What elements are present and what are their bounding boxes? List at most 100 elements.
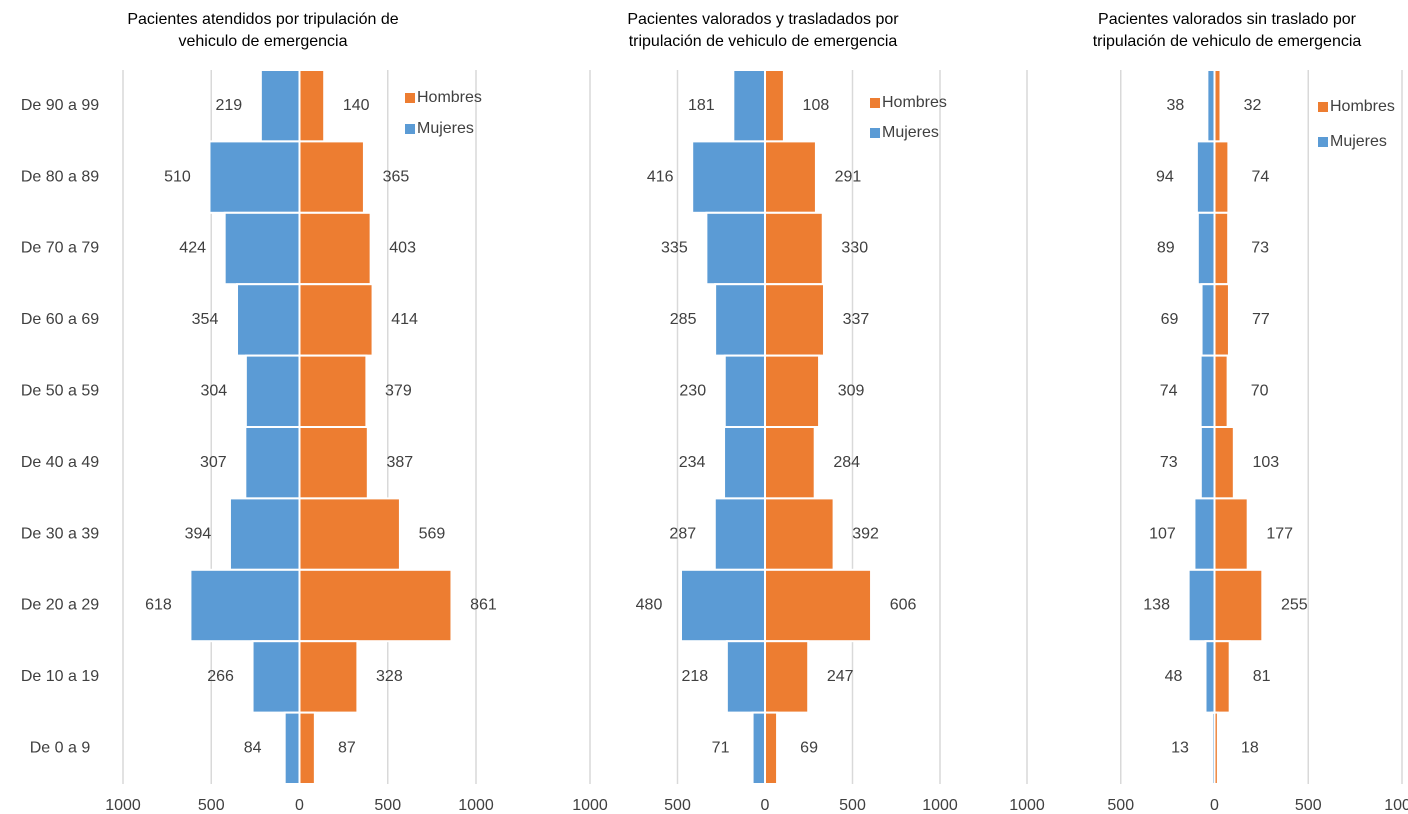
bar (223, 211, 301, 286)
data-label: 73 (1160, 454, 1178, 471)
data-label: 70 (1251, 383, 1269, 400)
bar (298, 354, 368, 429)
bar (723, 426, 766, 500)
legend-swatch (870, 98, 880, 108)
bar (1213, 354, 1229, 429)
data-label: 73 (1251, 240, 1269, 257)
bar (1199, 426, 1216, 500)
data-label: 861 (470, 597, 497, 614)
data-label: 414 (391, 311, 418, 328)
bar (680, 568, 766, 643)
data-label: 69 (1161, 311, 1179, 328)
data-label: 309 (838, 383, 865, 400)
data-label: 569 (419, 525, 446, 542)
bar (298, 497, 401, 571)
x-tick-label: 0 (1210, 797, 1219, 814)
bar (691, 140, 767, 214)
x-tick-label: 1000 (458, 797, 494, 814)
x-tick-label: 1000 (572, 797, 608, 814)
x-tick-label: 500 (1107, 797, 1134, 814)
data-label: 424 (179, 240, 206, 257)
bar (764, 69, 785, 143)
bar (751, 711, 767, 785)
chart-title: tripulación de vehiculo de emergencia (1093, 33, 1362, 50)
data-label: 354 (192, 311, 219, 328)
bar (764, 568, 873, 643)
y-tick-label: De 30 a 39 (21, 525, 99, 542)
chart-title: vehiculo de emergencia (179, 33, 348, 50)
bar (1213, 568, 1264, 643)
legend-label: Hombres (882, 94, 947, 111)
bar (251, 640, 301, 714)
bar (1211, 711, 1216, 785)
bar (764, 497, 835, 571)
bar (1195, 140, 1216, 214)
bar (298, 283, 374, 357)
bar (298, 640, 359, 714)
bar (1199, 354, 1216, 429)
legend-swatch (1318, 102, 1328, 112)
data-label: 247 (827, 668, 854, 685)
x-tick-label: 0 (761, 797, 770, 814)
y-tick-label: De 80 a 89 (21, 168, 99, 185)
bar (244, 354, 301, 429)
data-label: 177 (1266, 525, 1293, 542)
legend-label: Hombres (1330, 98, 1395, 115)
data-label: 510 (164, 168, 191, 185)
data-label: 606 (890, 597, 917, 614)
data-label: 335 (661, 240, 688, 257)
bar (764, 211, 824, 286)
data-label: 140 (343, 97, 370, 114)
data-label: 74 (1251, 168, 1269, 185)
bar (1200, 283, 1216, 357)
x-tick-label: 500 (664, 797, 691, 814)
y-tick-label: De 50 a 59 (21, 383, 99, 400)
data-label: 234 (679, 454, 706, 471)
chart-title: Pacientes valorados y trasladados por (627, 11, 899, 28)
data-label: 48 (1165, 668, 1183, 685)
data-label: 181 (688, 97, 715, 114)
legend-swatch (405, 124, 415, 134)
data-label: 618 (145, 597, 172, 614)
bar (189, 568, 301, 643)
legend-label: Mujeres (882, 124, 939, 141)
legend-label: Hombres (417, 89, 482, 106)
bar (228, 497, 301, 571)
bar (764, 426, 816, 500)
data-label: 416 (647, 168, 674, 185)
data-label: 255 (1281, 597, 1308, 614)
bar (764, 640, 810, 714)
data-label: 387 (386, 454, 413, 471)
data-label: 38 (1166, 97, 1184, 114)
bar (298, 211, 372, 286)
data-label: 285 (670, 311, 697, 328)
bar (1213, 497, 1249, 571)
x-tick-label: 1000 (105, 797, 141, 814)
bar (298, 426, 369, 500)
x-tick-label: 1000 (922, 797, 958, 814)
bar (298, 140, 365, 214)
legend-swatch (1318, 137, 1328, 147)
bar (1213, 211, 1230, 286)
bar (1213, 283, 1230, 357)
chart-title: Pacientes valorados sin traslado por (1098, 11, 1357, 28)
data-label: 69 (800, 740, 818, 757)
data-label: 87 (338, 740, 356, 757)
data-label: 13 (1171, 740, 1189, 757)
legend-swatch (870, 128, 880, 138)
bar (1204, 640, 1216, 714)
y-tick-label: De 20 a 29 (21, 597, 99, 614)
data-label: 284 (833, 454, 860, 471)
legend-label: Mujeres (1330, 133, 1387, 150)
x-tick-label: 0 (295, 797, 304, 814)
bar (723, 354, 766, 429)
data-label: 74 (1160, 383, 1178, 400)
bar (208, 140, 301, 214)
data-label: 365 (383, 168, 410, 185)
data-label: 230 (679, 383, 706, 400)
data-label: 403 (389, 240, 416, 257)
data-label: 77 (1252, 311, 1270, 328)
bar (732, 69, 767, 143)
x-tick-label: 500 (839, 797, 866, 814)
